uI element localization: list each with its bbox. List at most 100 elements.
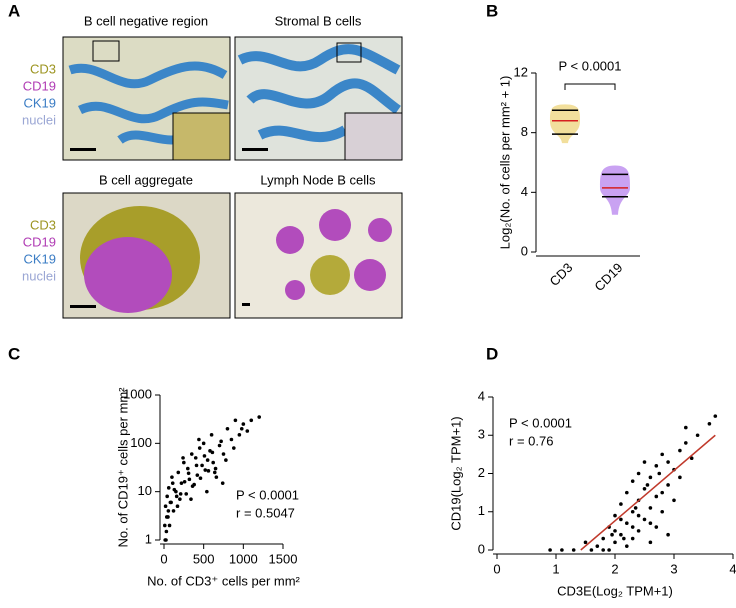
x-tick-label: 1	[552, 561, 559, 576]
x-tick-label: 1000	[229, 551, 258, 566]
point	[224, 458, 228, 462]
point	[666, 532, 670, 537]
y-tick-label: 10	[138, 483, 152, 498]
y-axis-label: CD19(Log₂ TPM+1)	[448, 416, 463, 530]
point	[232, 446, 236, 450]
point	[607, 548, 611, 552]
legend-entry: CD3	[30, 61, 56, 76]
x-tick-label: 500	[193, 551, 215, 566]
point	[654, 525, 659, 529]
point	[205, 489, 209, 494]
panel-label: D	[486, 344, 498, 363]
point	[179, 481, 184, 485]
tile-title: B cell negative region	[84, 13, 208, 28]
y-axis-label: Log₂(No. of cells per mm² + 1)	[497, 76, 512, 250]
point	[648, 540, 653, 545]
y-tick-label: 1	[145, 531, 152, 546]
legend-entry: CD3	[30, 217, 56, 232]
point	[625, 544, 629, 548]
point	[642, 460, 647, 464]
panel-label: C	[8, 344, 20, 363]
x-tick-label: 0	[160, 551, 167, 566]
point	[636, 529, 641, 533]
point	[172, 487, 177, 492]
point	[197, 446, 202, 450]
point	[625, 490, 629, 495]
y-tick-label: 0	[478, 541, 485, 556]
panel-label: A	[8, 1, 20, 20]
y-tick-label: 0	[521, 243, 528, 258]
x-tick-label: 3	[670, 561, 677, 576]
point	[206, 469, 211, 473]
point	[217, 443, 222, 448]
y-tick-label: 2	[478, 465, 485, 480]
point	[657, 471, 662, 476]
point	[162, 523, 167, 528]
point	[209, 433, 214, 437]
point	[707, 421, 712, 426]
point	[645, 483, 650, 487]
legend-entry: CK19	[23, 95, 56, 110]
point	[595, 544, 600, 548]
x-tick-label: 1500	[269, 551, 298, 566]
point	[175, 504, 180, 509]
legend-entry: CD19	[23, 78, 56, 93]
point	[654, 494, 659, 499]
point	[171, 509, 176, 513]
y-axis-label: No. of CD19⁺ cells per mm²	[115, 387, 130, 548]
x-tick-label: 2	[611, 561, 618, 576]
violin-body	[600, 165, 630, 215]
point	[189, 452, 194, 456]
point	[166, 486, 171, 490]
point	[197, 437, 201, 442]
point	[225, 426, 230, 431]
x-axis-label: CD3E(Log₂ TPM+1)	[557, 583, 673, 598]
point	[560, 548, 564, 552]
y-tick-label: 3	[478, 427, 485, 442]
point	[205, 458, 210, 462]
point	[684, 441, 688, 445]
point	[613, 529, 617, 533]
tile-title: Lymph Node B cells	[260, 172, 376, 187]
point	[178, 492, 183, 496]
point	[245, 429, 250, 433]
y-tick-label: 4	[478, 388, 485, 403]
point	[164, 529, 169, 534]
point	[210, 450, 215, 455]
point	[601, 548, 605, 552]
y-tick-label: 100	[130, 435, 152, 450]
point	[174, 494, 179, 499]
point	[636, 471, 641, 476]
point	[202, 454, 207, 458]
point	[660, 452, 664, 457]
point	[186, 471, 191, 476]
point	[610, 532, 614, 537]
point	[695, 433, 700, 438]
point	[648, 506, 653, 510]
point	[163, 504, 168, 509]
point	[648, 521, 653, 526]
y-tick-label: 1000	[123, 386, 152, 401]
legend-entry: nuclei	[22, 268, 56, 283]
point	[630, 525, 635, 529]
point	[633, 506, 638, 510]
point	[189, 497, 193, 501]
point	[249, 418, 254, 423]
point	[164, 538, 168, 542]
point	[200, 463, 204, 468]
point	[689, 456, 694, 461]
point	[241, 422, 246, 426]
annotation: r = 0.5047	[236, 505, 295, 520]
x-tick-label: 4	[729, 561, 736, 576]
point	[601, 536, 605, 541]
point	[182, 480, 187, 484]
annotation: P < 0.0001	[558, 58, 621, 73]
point	[613, 540, 617, 545]
point	[548, 548, 552, 552]
point	[164, 515, 169, 519]
x-tick-label: CD3	[547, 260, 576, 289]
point	[678, 475, 682, 480]
x-tick-label: CD19	[591, 260, 625, 294]
point	[221, 452, 226, 456]
